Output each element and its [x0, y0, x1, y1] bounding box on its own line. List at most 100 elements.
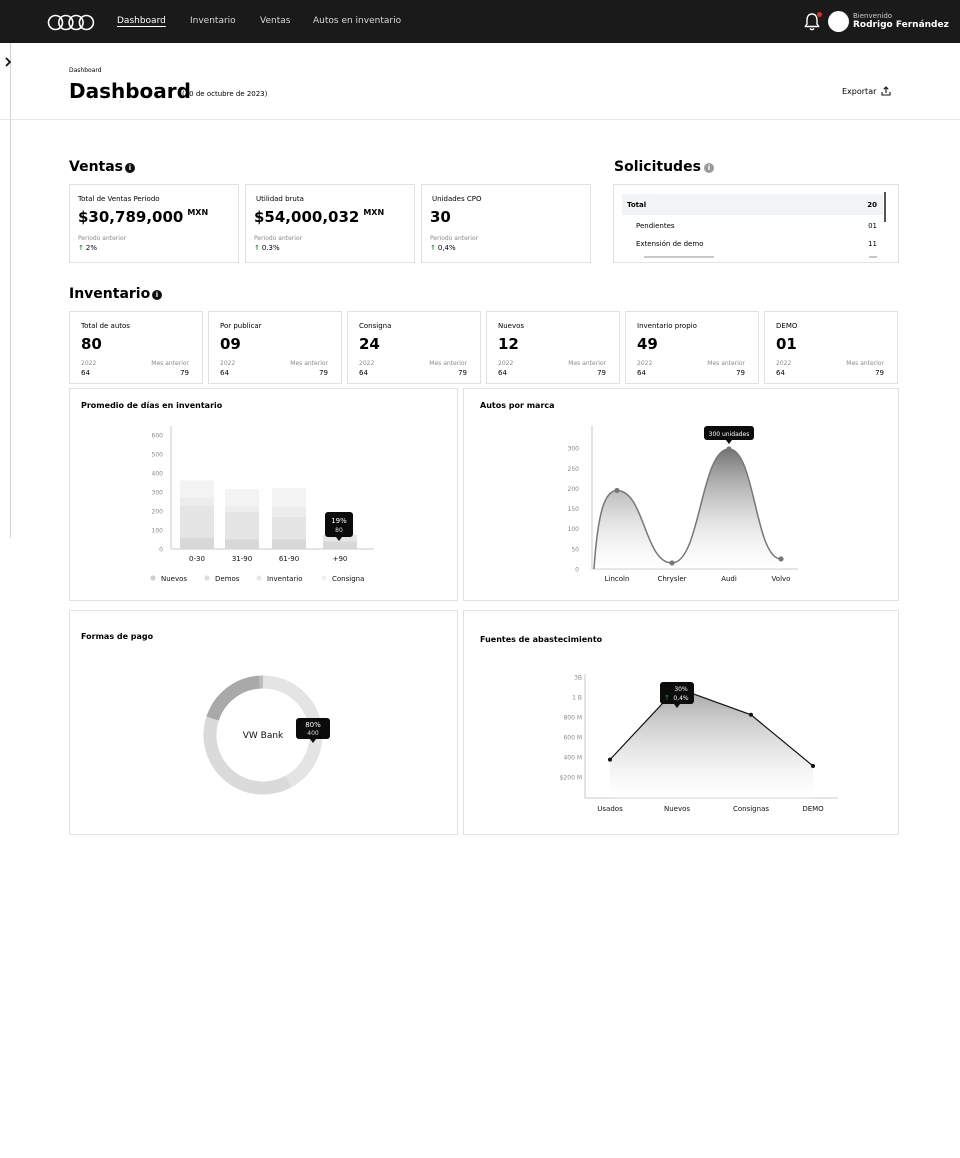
tooltip-line1: 30%	[674, 686, 688, 693]
nav-link-dashboard[interactable]: Dashboard	[117, 16, 166, 26]
chart-title: Fuentes de abastecimiento	[480, 635, 603, 644]
export-icon	[881, 86, 891, 96]
card-label: Inventario propio	[637, 322, 697, 330]
inventario-card[interactable]: Consigna 24 2022 64 Mes anterior 79	[347, 311, 481, 384]
card-delta-value: 0.3%	[261, 244, 280, 252]
solicitud-row-extension-demo[interactable]: Extensión de demo 11	[622, 233, 883, 254]
legend-label: Inventario	[267, 575, 303, 583]
nav-link-inventario[interactable]: Inventario	[190, 16, 236, 26]
x-tick-label: Audi	[721, 575, 737, 583]
avatar[interactable]	[828, 11, 849, 32]
x-tick-label: 31-90	[232, 555, 252, 563]
x-tick-label: +90	[333, 555, 348, 563]
y-tick-label: 0	[159, 547, 163, 554]
area-fill	[594, 448, 781, 569]
bar-segment	[225, 489, 259, 507]
bar-segment	[180, 505, 214, 538]
year-value: 64	[637, 369, 646, 377]
tooltip-line1: 80%	[305, 721, 321, 729]
card-label: Nuevos	[498, 322, 525, 330]
prev-label: Mes anterior	[151, 360, 189, 367]
solicitud-value: 11	[868, 240, 877, 248]
scrollbar[interactable]	[884, 192, 886, 222]
x-tick-label: Volvo	[772, 575, 791, 583]
collapsed-sidebar	[0, 43, 11, 538]
chart-title: Autos por marca	[480, 401, 555, 410]
inventario-card[interactable]: Inventario propio 49 2022 64 Mes anterior 79	[625, 311, 759, 384]
nav-link-autos-en-inventario[interactable]: Autos en inventario	[313, 16, 402, 26]
ventas-card-cpo: Unidades CPO 30 Periodo anterior ↑ 0,4%	[421, 184, 591, 263]
y-tick-label: 200	[152, 508, 164, 515]
solicitud-row-pendientes[interactable]: Pendientes 01	[622, 215, 883, 236]
y-tick-label: 250	[568, 466, 580, 473]
inventario-card[interactable]: DEMO 01 2022 64 Mes anterior 79	[764, 311, 898, 384]
data-point	[811, 764, 815, 768]
inventario-card[interactable]: Total de autos 80 2022 64 Mes anterior 79	[69, 311, 203, 384]
x-tick-label: 0-30	[189, 555, 205, 563]
ventas-title: Ventas	[69, 159, 124, 175]
export-button[interactable]: Exportar	[842, 84, 891, 98]
tooltip-line2: 80	[335, 527, 343, 534]
card-value-number: $30,789,000	[78, 208, 184, 226]
info-icon[interactable]: i	[125, 163, 135, 173]
solicitud-value: 01	[868, 222, 877, 230]
notification-bell-icon[interactable]	[803, 12, 821, 32]
legend-dot	[321, 575, 327, 581]
y-tick-label: 150	[568, 506, 580, 513]
brand-logo[interactable]	[47, 14, 95, 31]
legend-dot	[256, 575, 262, 581]
tooltip	[704, 426, 754, 440]
ventas-card-total: Total de Ventas Periodo $30,789,000 MXN P…	[69, 184, 239, 263]
chevron-right-icon[interactable]	[3, 56, 13, 68]
solicitud-label: Total	[627, 201, 647, 209]
inventario-card[interactable]: Nuevos 12 2022 64 Mes anterior 79	[486, 311, 620, 384]
chart-card-promedio: Promedio de días en inventario	[69, 388, 458, 601]
x-tick-label: Consignas	[733, 805, 769, 813]
x-tick-label: 61-90	[279, 555, 299, 563]
info-icon[interactable]: i	[152, 290, 162, 300]
nav-link-ventas[interactable]: Ventas	[260, 16, 291, 26]
inventario-card[interactable]: Por publicar 09 2022 64 Mes anterior 79	[208, 311, 342, 384]
solicitud-row-total[interactable]: Total 20	[622, 194, 883, 215]
x-tick-label: DEMO	[802, 805, 824, 813]
year-value: 64	[776, 369, 785, 377]
area-chart-marca: 0 50 100 150 200 250 300 Lincoln Chrysler Audi Vol…	[568, 426, 798, 583]
card-label: DEMO	[776, 322, 798, 330]
prev-value: 79	[875, 369, 884, 377]
y-tick-label: 500	[152, 451, 164, 458]
card-delta-value: 0,4%	[437, 244, 456, 252]
bar-segment	[225, 539, 259, 549]
breadcrumb[interactable]: Dashboard	[69, 67, 102, 74]
tooltip	[296, 718, 330, 739]
donut-center-label: VW Bank	[243, 731, 284, 741]
year-value: 64	[81, 369, 90, 377]
card-value: $30,789,000 MXN	[78, 208, 208, 226]
solicitudes-title: Solicitudes	[614, 159, 701, 175]
card-delta: ↑ 0,4%	[430, 244, 456, 252]
user-name[interactable]: Rodrigo Fernández	[853, 20, 949, 30]
x-tick-label: Chrysler	[657, 575, 686, 583]
export-label: Exportar	[842, 86, 877, 96]
card-value: $54,000,032 MXN	[254, 208, 384, 226]
bar-segment	[323, 541, 357, 549]
legend-label: Demos	[215, 575, 240, 583]
card-value: 80	[81, 335, 102, 353]
top-navbar: Dashboard Inventario Ventas Autos en inv…	[0, 0, 960, 43]
prev-value: 79	[458, 369, 467, 377]
notification-badge	[817, 12, 822, 17]
prev-label: Mes anterior	[568, 360, 606, 367]
y-tick-label: 100	[152, 527, 164, 534]
x-tick-label: Usados	[597, 805, 623, 813]
x-tick-label: Lincoln	[605, 575, 630, 583]
card-label: Consigna	[359, 322, 392, 330]
row-placeholder	[644, 256, 714, 258]
card-value: 24	[359, 335, 380, 353]
prev-value: 79	[597, 369, 606, 377]
y-tick-label: 300	[568, 446, 580, 453]
solicitud-label: Pendientes	[636, 222, 675, 230]
legend-dot	[204, 575, 210, 581]
y-tick-label: 600	[152, 432, 164, 439]
y-tick-label: 400	[152, 470, 164, 477]
tooltip-pointer	[310, 739, 316, 743]
info-icon[interactable]: i	[704, 163, 714, 173]
